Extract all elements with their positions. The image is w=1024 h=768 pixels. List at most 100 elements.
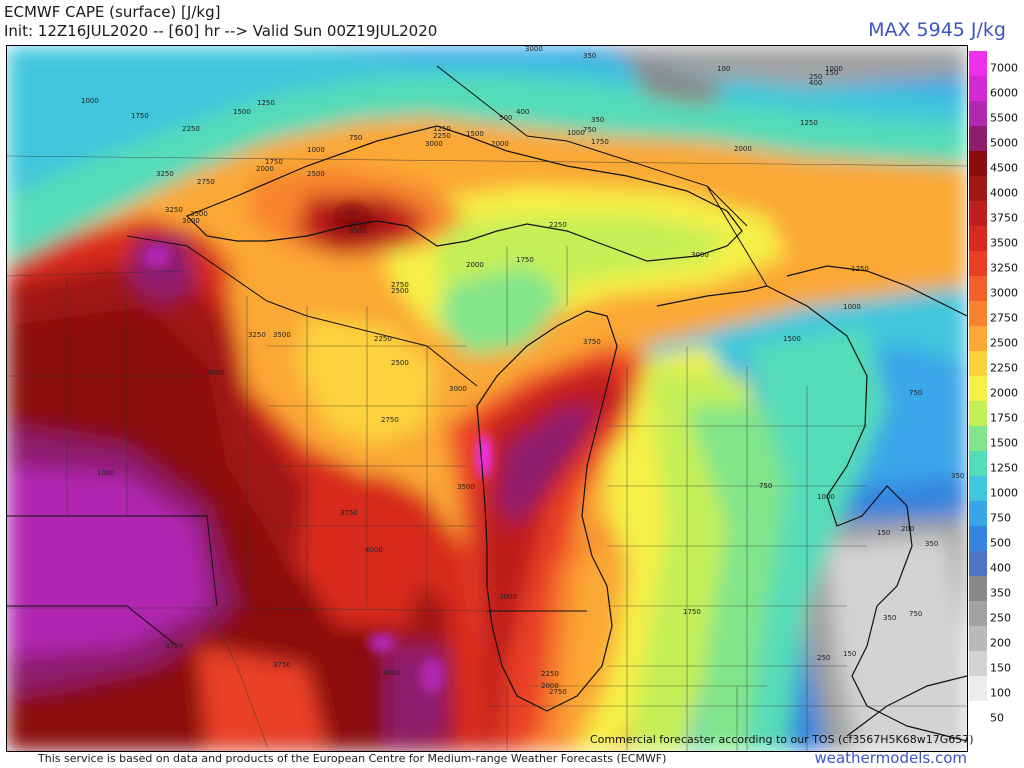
contour-label: 1000 — [81, 97, 99, 105]
contour-label: 2000 — [466, 261, 484, 269]
contour-label: 1250 — [800, 119, 818, 127]
contour-label: 1250 — [257, 99, 275, 107]
contour-label: 3000 — [182, 217, 200, 225]
ecmwf-disclaimer: This service is based on data and produc… — [38, 752, 667, 765]
colorbar-tick-label: 5000 — [990, 136, 1018, 149]
colorbar-swatch — [969, 526, 987, 551]
max-value-label: MAX 5945 J/kg — [868, 19, 1006, 41]
contour-label: 2500 — [307, 170, 325, 178]
contour-label: 2000 — [491, 140, 509, 148]
contour-label: 2250 — [549, 221, 567, 229]
coastlines — [185, 125, 967, 742]
contour-label: 350 — [591, 116, 604, 124]
contour-label: 3500 — [190, 210, 208, 218]
contour-label: 3750 — [165, 642, 183, 650]
colorbar-tick-label: 7000 — [990, 61, 1018, 74]
contour-label: 3000 — [207, 369, 225, 377]
contour-label: 200 — [901, 525, 914, 533]
contour-label: 1250 — [433, 125, 451, 133]
colorbar-swatch — [969, 326, 987, 351]
contour-label: 750 — [349, 134, 362, 142]
contour-label: 2000 — [256, 165, 274, 173]
contour-label: 3250 — [248, 331, 266, 339]
colorbar-tick-label: 1000 — [990, 486, 1018, 499]
contour-label: 100 — [717, 65, 730, 73]
contour-label: 3000 — [691, 251, 709, 259]
colorbar-swatch — [969, 601, 987, 626]
contour-label: 1500 — [233, 108, 251, 116]
colorbar-tick-label: 100 — [990, 686, 1011, 699]
contour-label: 3500 — [457, 483, 475, 491]
colorbar-tick-label: 3750 — [990, 211, 1018, 224]
contour-label: 250 — [817, 654, 830, 662]
contour-label: 150 — [843, 650, 856, 658]
colorbar-tick-label: 400 — [990, 561, 1011, 574]
colorbar-tick-label: 2250 — [990, 361, 1018, 374]
contour-label: 750 — [909, 610, 922, 618]
colorbar-tick-label: 50 — [990, 711, 1004, 724]
contour-label: 500 — [499, 114, 512, 122]
contour-label: 3000 — [499, 593, 517, 601]
contour-label: 2500 — [391, 287, 409, 295]
colorbar-swatch — [969, 151, 987, 176]
contour-label: 3000 — [449, 385, 467, 393]
contour-label: 750 — [909, 389, 922, 397]
contour-label: 2750 — [391, 281, 409, 289]
colorbar-labels: 7000 6000 5500 5000 4500 4000 3750 3500 3250 3000… — [990, 51, 1024, 741]
colorbar-tick-label: 2500 — [990, 336, 1018, 349]
colorbar-tick-label: 3500 — [990, 236, 1018, 249]
colorbar-swatch — [969, 176, 987, 201]
contour-label: 3750 — [349, 221, 367, 229]
colorbar-swatch — [969, 276, 987, 301]
colorbar-tick-label: 3000 — [990, 286, 1018, 299]
colorbar-swatch — [969, 301, 987, 326]
contour-label: 150 — [877, 529, 890, 537]
colorbar-swatch — [969, 51, 987, 76]
colorbar-swatch — [969, 226, 987, 251]
colorbar-swatch — [969, 76, 987, 101]
contour-label: 1750 — [683, 608, 701, 616]
colorbar-swatch — [969, 501, 987, 526]
contour-label: 3250 — [156, 170, 174, 178]
colorbar-swatch — [969, 126, 987, 151]
contour-label: 3750 — [340, 509, 358, 517]
colorbar-tick-label: 1750 — [990, 411, 1018, 424]
colorbar-tick-label: 200 — [990, 636, 1011, 649]
colorbar-swatch — [969, 451, 987, 476]
colorbar-tick-label: 2750 — [990, 311, 1018, 324]
contour-label: 2250 — [374, 335, 392, 343]
colorbar-swatch — [969, 351, 987, 376]
colorbar-swatch — [969, 626, 987, 651]
colorbar — [969, 51, 987, 726]
colorbar-tick-label: 4500 — [990, 161, 1018, 174]
contour-label: 2250 — [433, 132, 451, 140]
title-line-1: ECMWF CAPE (surface) [J/kg] — [4, 3, 221, 21]
contour-label: 1500 — [783, 335, 801, 343]
contour-label: 350 — [883, 614, 896, 622]
cape-map[interactable]: 3000 350 100 1000 150 250 400 1000 1750 1250 1500 5… — [6, 45, 968, 752]
contour-label: 750 — [583, 126, 596, 134]
colorbar-tick-label: 750 — [990, 511, 1011, 524]
contour-label: 350 — [951, 472, 964, 480]
contour-label: 1500 — [466, 130, 484, 138]
contour-label: 250 — [809, 73, 822, 81]
state-borders — [7, 65, 768, 647]
colorbar-tick-label: 250 — [990, 611, 1011, 624]
contour-label: 3500 — [349, 227, 367, 235]
colorbar-tick-label: 3250 — [990, 261, 1018, 274]
contour-label: 400 — [516, 108, 529, 116]
contour-label: 1750 — [131, 112, 149, 120]
colorbar-tick-label: 6000 — [990, 86, 1018, 99]
colorbar-swatch — [969, 101, 987, 126]
contour-label: 2750 — [381, 416, 399, 424]
contour-label: 2750 — [549, 688, 567, 696]
site-link[interactable]: weathermodels.com — [814, 749, 967, 767]
colorbar-swatch — [969, 201, 987, 226]
contour-label: 400 — [809, 79, 822, 87]
contour-label: 150 — [825, 69, 838, 77]
contour-label: 2250 — [182, 125, 200, 133]
contour-label: 350 — [925, 540, 938, 548]
colorbar-swatch — [969, 551, 987, 576]
cape-field — [7, 46, 967, 751]
